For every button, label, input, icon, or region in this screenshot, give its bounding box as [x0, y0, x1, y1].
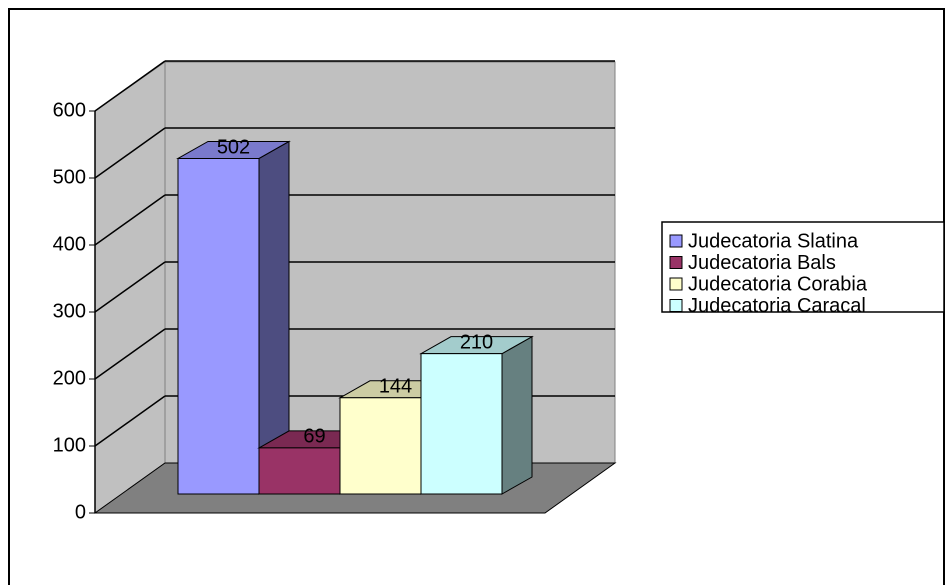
legend-label: Judecatoria Bals [688, 252, 836, 274]
grid-line [94, 194, 166, 246]
grid-line [94, 127, 166, 179]
data-label: 144 [379, 376, 412, 398]
legend-label: Judecatoria Slatina [688, 230, 859, 252]
legend [661, 221, 945, 313]
grid-line [94, 395, 166, 447]
bar [420, 353, 503, 495]
data-label: 69 [303, 426, 325, 448]
data-label: 502 [217, 136, 250, 158]
legend-label: Judecatoria Caracal [688, 295, 866, 317]
y-tick-label: 0 [75, 501, 86, 523]
legend-swatch [669, 256, 683, 269]
y-tick-label: 100 [53, 434, 86, 456]
y-tick-label: 600 [53, 99, 86, 121]
y-tick-label: 200 [53, 367, 86, 389]
grid-line [94, 328, 166, 380]
legend-swatch [669, 299, 683, 312]
legend-swatch [669, 277, 683, 291]
bars: 502 69 144 210 [176, 136, 534, 495]
bar [177, 157, 260, 495]
data-label: 210 [460, 331, 493, 353]
grid-line [94, 261, 166, 313]
bar [258, 447, 341, 495]
bar-side [501, 335, 533, 495]
legend-swatch [669, 234, 683, 248]
bar [339, 397, 422, 495]
y-tick-label: 400 [53, 233, 86, 255]
y-tick-label: 300 [53, 300, 86, 322]
legend-label: Judecatoria Corabia [688, 273, 868, 295]
y-tick-label: 500 [53, 166, 86, 188]
grid-line [94, 60, 166, 112]
